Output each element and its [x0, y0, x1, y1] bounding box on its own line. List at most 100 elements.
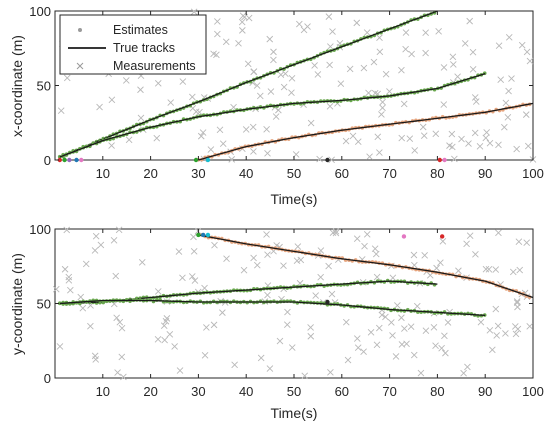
measurement-point	[328, 290, 336, 298]
measurement-point	[472, 250, 479, 258]
true-track-line	[59, 72, 486, 158]
measurement-point	[360, 64, 368, 72]
measurement-point	[515, 238, 523, 246]
measurement-point	[392, 353, 400, 360]
measurement-point	[223, 255, 230, 262]
measurement-point	[219, 309, 226, 316]
spurious-estimate	[79, 157, 84, 163]
measurement-point	[175, 248, 183, 255]
legend-box	[59, 14, 207, 75]
measurement-point	[360, 348, 367, 355]
measurement-point	[138, 258, 146, 266]
measurement-point	[244, 60, 252, 68]
measurement-point	[256, 92, 264, 100]
true-track-line	[59, 10, 438, 158]
spurious-estimate	[205, 232, 211, 238]
measurement-point	[264, 291, 271, 299]
measurement-point	[191, 277, 199, 284]
x-tick-label: 90	[478, 166, 492, 181]
measurement-point	[57, 107, 65, 115]
measurement-point	[301, 372, 309, 380]
measurement-point	[495, 229, 502, 237]
ylabel-x-coordinate: x-coordinate (m)	[9, 35, 25, 137]
legend-entry-measurements: Measurements	[76, 59, 196, 73]
measurement-point	[422, 327, 430, 335]
measurement-point	[276, 337, 284, 345]
measurement-point	[263, 231, 270, 238]
measurement-point	[91, 247, 99, 254]
measurement-point	[420, 132, 428, 140]
measurement-point	[411, 147, 419, 154]
measurement-point	[518, 41, 526, 49]
measurement-point	[293, 257, 301, 265]
measurement-point	[497, 76, 505, 84]
measurement-point	[210, 321, 218, 329]
measurement-point	[272, 113, 280, 120]
measurement-point	[280, 262, 287, 270]
measurement-point	[176, 367, 184, 374]
x-tick-label: 20	[143, 166, 157, 181]
track	[57, 71, 487, 159]
measurement-point	[477, 318, 485, 326]
measurement-point	[137, 86, 144, 94]
spurious-estimate	[57, 157, 62, 163]
measurement-point	[327, 43, 334, 50]
track	[57, 297, 487, 318]
measurement-point	[419, 123, 427, 131]
measurement-point	[328, 156, 335, 164]
measurement-point	[379, 98, 386, 106]
x-tick-label: 30	[191, 166, 205, 181]
measurement-point	[398, 314, 405, 322]
measurement-point	[307, 119, 315, 127]
measurement-point	[245, 14, 253, 22]
measurement-point	[63, 226, 71, 234]
measurement-point	[363, 29, 371, 36]
measurement-point	[239, 12, 247, 20]
measurement-point	[52, 285, 60, 293]
measurement-point	[213, 51, 220, 59]
true-track-line	[198, 102, 534, 161]
spurious-estimate	[62, 157, 67, 163]
measurement-point	[77, 293, 85, 301]
measurement-point	[410, 251, 418, 259]
xlabel-bottom: Time(s)	[271, 405, 318, 421]
measurement-point	[401, 325, 408, 332]
measurement-point	[65, 273, 73, 281]
measurement-point	[403, 340, 410, 348]
measurement-point	[263, 125, 270, 133]
measurement-point	[422, 49, 429, 57]
legend-label-true-tracks: True tracks	[113, 41, 175, 55]
measurement-point	[486, 327, 494, 334]
measurement-point	[354, 138, 362, 146]
measurement-point	[389, 274, 397, 282]
measurement-point	[485, 265, 493, 273]
measurement-point	[472, 98, 480, 105]
measurement-point	[67, 286, 74, 294]
spurious-estimate	[442, 157, 447, 163]
x-tick-label: 20	[143, 384, 157, 399]
measurement-point	[502, 99, 510, 107]
measurement-point	[160, 322, 168, 330]
x-tick-label: 30	[191, 384, 205, 399]
measurement-point	[432, 130, 440, 138]
measurement-point	[344, 356, 352, 364]
measurement-point	[513, 298, 521, 305]
measurement-point	[432, 342, 439, 350]
measurement-point	[267, 88, 275, 95]
measurement-point	[190, 248, 198, 255]
measurement-point	[332, 229, 340, 237]
x-tick-label: 10	[96, 166, 110, 181]
measurement-point	[511, 323, 519, 330]
measurement-point	[461, 40, 469, 47]
measurement-point	[326, 102, 334, 110]
measurement-point	[188, 273, 196, 280]
measurement-point	[346, 65, 354, 73]
measurement-point	[288, 344, 296, 351]
measurement-point	[493, 332, 501, 339]
measurement-point	[509, 268, 517, 276]
spurious-estimate	[325, 157, 330, 163]
y-tick-label: 50	[37, 79, 51, 94]
measurement-point	[451, 155, 458, 163]
measurement-point	[201, 351, 209, 359]
measurement-point	[307, 324, 314, 331]
